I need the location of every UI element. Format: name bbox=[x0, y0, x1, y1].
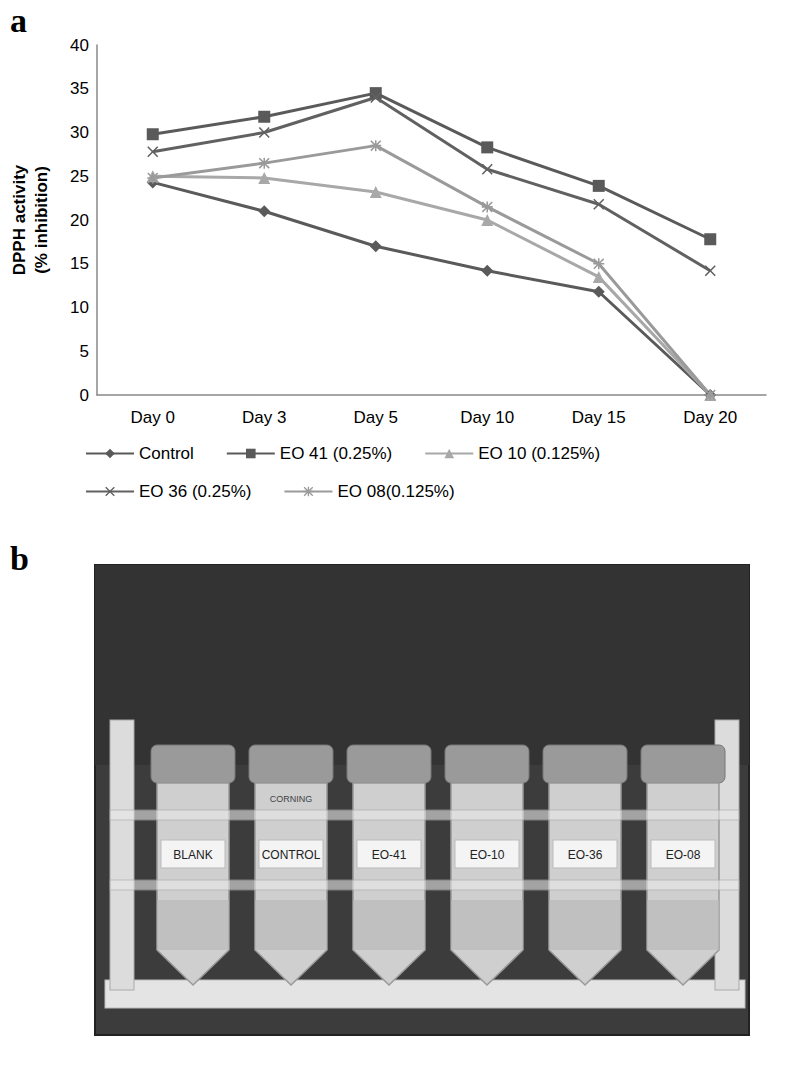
svg-text:25: 25 bbox=[70, 167, 89, 186]
html-text:b: b bbox=[10, 540, 29, 577]
svg-text:Day 10: Day 10 bbox=[460, 408, 514, 427]
svg-text:(% inhibition): (% inhibition) bbox=[32, 166, 51, 274]
svg-text:EO 08(0.125%): EO 08(0.125%) bbox=[337, 482, 454, 501]
svg-text:EO 10 (0.125%): EO 10 (0.125%) bbox=[478, 444, 600, 463]
svg-text:Control: Control bbox=[139, 444, 194, 463]
svg-text:30: 30 bbox=[70, 123, 89, 142]
svg-text:EO-10: EO-10 bbox=[470, 848, 505, 862]
svg-text:35: 35 bbox=[70, 79, 89, 98]
svg-text:CONTROL: CONTROL bbox=[262, 848, 321, 862]
svg-text:Day 3: Day 3 bbox=[242, 408, 286, 427]
svg-text:Day 0: Day 0 bbox=[131, 408, 175, 427]
svg-text:Day 15: Day 15 bbox=[572, 408, 626, 427]
svg-text:Day 5: Day 5 bbox=[354, 408, 398, 427]
svg-text:EO 41 (0.25%): EO 41 (0.25%) bbox=[280, 444, 392, 463]
html-text:a: a bbox=[10, 2, 27, 39]
svg-text:10: 10 bbox=[70, 298, 89, 317]
svg-text:EO-08: EO-08 bbox=[666, 848, 701, 862]
svg-text:20: 20 bbox=[70, 211, 89, 230]
svg-text:EO 36 (0.25%): EO 36 (0.25%) bbox=[139, 482, 251, 501]
svg-text:40: 40 bbox=[70, 36, 89, 55]
svg-text:0: 0 bbox=[80, 386, 89, 405]
svg-text:5: 5 bbox=[80, 342, 89, 361]
svg-text:EO-41: EO-41 bbox=[372, 848, 407, 862]
svg-text:EO-36: EO-36 bbox=[568, 848, 603, 862]
svg-text:BLANK: BLANK bbox=[173, 848, 212, 862]
svg-text:15: 15 bbox=[70, 254, 89, 273]
svg-text:CORNING: CORNING bbox=[270, 794, 313, 804]
svg-text:DPPH activity: DPPH activity bbox=[10, 164, 29, 275]
svg-text:Day 20: Day 20 bbox=[683, 408, 737, 427]
